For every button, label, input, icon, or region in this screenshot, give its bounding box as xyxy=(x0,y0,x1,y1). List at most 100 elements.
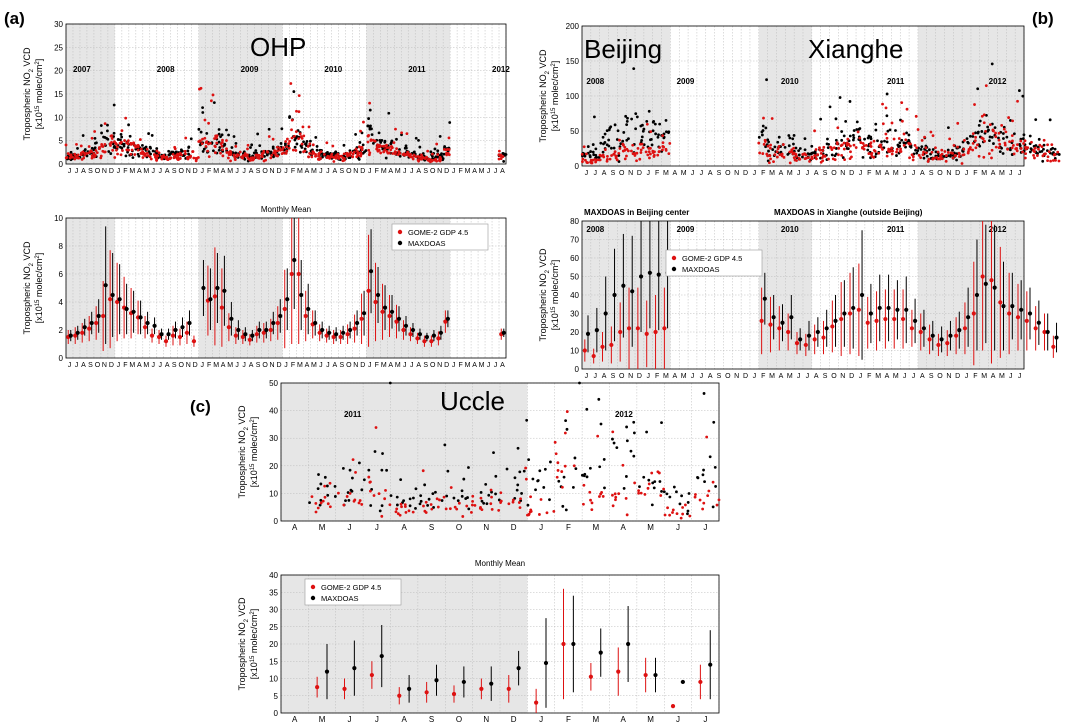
maxdoas-daily-point xyxy=(978,119,982,123)
gome2-daily-point xyxy=(717,498,721,502)
gome2-monthly-point xyxy=(366,288,371,293)
x-tick-label: F xyxy=(867,170,871,177)
gome2-monthly-point xyxy=(635,326,640,331)
maxdoas-daily-point xyxy=(187,146,191,149)
gome2-daily-point xyxy=(1030,140,1033,144)
x-tick-label: M xyxy=(381,362,387,369)
gome2-daily-point xyxy=(1002,127,1006,131)
gome2-daily-point xyxy=(99,154,103,158)
maxdoas-daily-point xyxy=(639,124,643,128)
station-name-ohp: OHP xyxy=(250,32,306,62)
maxdoas-daily-point xyxy=(234,141,238,145)
y-tick-label: 200 xyxy=(566,22,580,31)
gome2-daily-point xyxy=(497,157,501,161)
y-axis-title: Tropospheric NO2 VCD xyxy=(237,405,250,499)
maxdoas-daily-point xyxy=(429,150,433,154)
gome2-monthly-point xyxy=(616,669,621,674)
gome2-daily-point xyxy=(914,114,918,118)
gome2-daily-point xyxy=(846,137,850,141)
maxdoas-daily-point xyxy=(976,87,980,91)
maxdoas-daily-point xyxy=(765,78,768,82)
gome2-daily-point xyxy=(822,154,825,158)
maxdoas-monthly-point xyxy=(159,332,164,337)
gome2-daily-point xyxy=(423,509,427,513)
gome2-daily-point xyxy=(1016,99,1019,103)
gome2-daily-point xyxy=(662,145,666,149)
gome2-daily-point xyxy=(425,155,428,159)
gome2-daily-point xyxy=(359,129,362,133)
gome2-daily-point xyxy=(625,154,628,158)
y-tick-label: 60 xyxy=(570,254,579,263)
maxdoas-daily-point xyxy=(840,130,844,133)
gome2-daily-point xyxy=(291,148,295,152)
gome2-daily-point xyxy=(1038,143,1042,147)
gome2-monthly-point xyxy=(909,326,915,331)
gome2-daily-point xyxy=(392,141,396,145)
x-tick-label: S xyxy=(717,373,722,380)
y-tick-label: 0 xyxy=(59,354,64,363)
gome2-daily-point xyxy=(367,134,371,137)
gome2-daily-point xyxy=(924,146,928,150)
gome2-daily-point xyxy=(317,158,321,161)
gome2-daily-point xyxy=(225,147,228,151)
gome2-daily-point xyxy=(656,470,660,474)
maxdoas-daily-point xyxy=(652,120,656,123)
gome2-monthly-point xyxy=(900,316,906,322)
maxdoas-daily-point xyxy=(888,128,892,132)
maxdoas-daily-point xyxy=(1037,137,1041,141)
maxdoas-daily-point xyxy=(480,499,484,503)
gome2-daily-point xyxy=(635,151,639,155)
gome2-daily-point xyxy=(126,139,130,143)
maxdoas-daily-point xyxy=(518,470,522,474)
x-tick-label: J xyxy=(1018,170,1022,177)
x-tick-label: S xyxy=(823,170,828,177)
gome2-daily-point xyxy=(923,135,926,139)
gome2-daily-point xyxy=(757,141,761,145)
x-tick-label: A xyxy=(885,373,890,380)
maxdoas-daily-point xyxy=(927,148,931,152)
gome2-daily-point xyxy=(971,142,975,145)
maxdoas-daily-point xyxy=(980,130,984,133)
maxdoas-monthly-point xyxy=(278,313,283,319)
gome2-daily-point xyxy=(621,463,625,467)
x-tick-label: J xyxy=(487,362,491,369)
gome2-daily-point xyxy=(887,149,890,153)
maxdoas-daily-point xyxy=(851,138,855,142)
maxdoas-monthly-point xyxy=(653,672,658,678)
maxdoas-daily-point xyxy=(323,475,327,479)
gome2-daily-point xyxy=(233,158,237,162)
gome2-daily-point xyxy=(135,144,139,148)
gome2-daily-point xyxy=(114,141,118,145)
maxdoas-daily-point xyxy=(657,133,660,137)
maxdoas-daily-point xyxy=(119,133,123,136)
gome2-daily-point xyxy=(308,151,312,155)
gome2-daily-point xyxy=(241,156,245,160)
gome2-daily-point xyxy=(336,152,340,156)
gome2-monthly-point xyxy=(233,333,238,338)
gome2-daily-point xyxy=(351,458,355,462)
maxdoas-daily-point xyxy=(660,421,663,425)
maxdoas-daily-point xyxy=(664,130,668,134)
gome2-daily-point xyxy=(411,157,415,161)
gome2-daily-point xyxy=(778,153,782,157)
maxdoas-monthly-point xyxy=(912,318,918,323)
x-tick-label: F xyxy=(291,168,295,175)
maxdoas-daily-point xyxy=(315,145,319,148)
gome2-daily-point xyxy=(663,513,667,517)
gome2-daily-point xyxy=(781,143,785,146)
gome2-daily-point xyxy=(815,157,818,161)
maxdoas-monthly-point xyxy=(489,681,494,686)
gome2-daily-point xyxy=(358,499,362,502)
maxdoas-monthly-point xyxy=(780,320,785,325)
maxdoas-daily-point xyxy=(124,154,128,158)
year-label: 2012 xyxy=(492,65,510,74)
gome2-daily-point xyxy=(1003,141,1007,145)
gome2-daily-point xyxy=(228,150,232,154)
gome2-daily-point xyxy=(877,151,881,155)
gome2-daily-point xyxy=(770,117,774,120)
x-tick-label: M xyxy=(297,168,303,175)
x-tick-label: O xyxy=(179,168,185,175)
x-tick-label: J xyxy=(676,715,680,724)
x-tick-label: D xyxy=(360,168,365,175)
gome2-daily-point xyxy=(403,505,407,509)
